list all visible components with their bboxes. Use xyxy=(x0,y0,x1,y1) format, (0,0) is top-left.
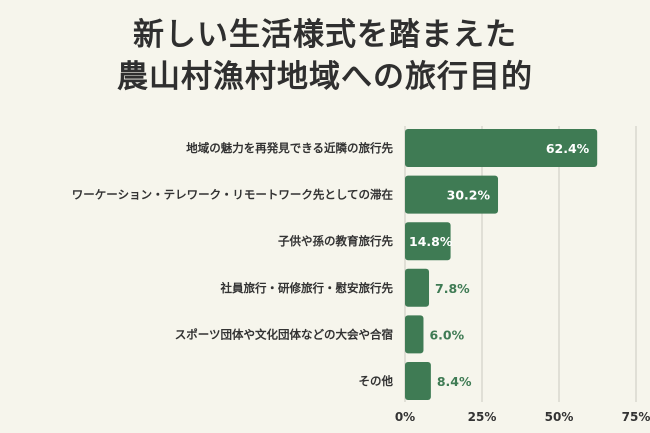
chart-title-line-1: 新しい生活様式を踏まえた xyxy=(133,17,517,53)
category-label-5: その他 xyxy=(359,374,394,388)
category-label-3: 社員旅行・研修旅行・慰安旅行先 xyxy=(220,281,394,295)
value-label-1: 30.2% xyxy=(447,188,491,203)
x-tick-label-50: 50% xyxy=(545,410,574,424)
value-label-4: 6.0% xyxy=(429,327,464,342)
bar-3 xyxy=(405,268,430,307)
category-label-0: 地域の魅力を再発見できる近隣の旅行先 xyxy=(186,141,393,155)
value-label-5: 8.4% xyxy=(437,374,472,389)
chart-title: 新しい生活様式を踏まえた 農山村漁村地域への旅行目的 xyxy=(0,14,650,98)
bar-4 xyxy=(405,315,424,354)
x-tick-label-0: 0% xyxy=(395,410,415,424)
bar-1 xyxy=(405,175,499,214)
value-label-2: 14.8% xyxy=(409,234,453,249)
bar-2 xyxy=(405,222,451,261)
x-tick-label-25: 25% xyxy=(468,410,497,424)
bar-5 xyxy=(405,362,431,400)
category-label-1: ワーケーション・テレワーク・リモートワーク先としての滞在 xyxy=(72,188,394,202)
category-label-4: スポーツ団体や文化団体などの大会や合宿 xyxy=(175,327,393,341)
value-label-0: 62.4% xyxy=(546,141,590,156)
chart-title-line-2: 農山村漁村地域への旅行目的 xyxy=(117,59,533,95)
bar-0 xyxy=(405,129,598,167)
value-label-3: 7.8% xyxy=(435,281,470,296)
category-label-2: 子供や孫の教育旅行先 xyxy=(278,234,393,248)
x-tick-label-75: 75% xyxy=(622,410,650,424)
